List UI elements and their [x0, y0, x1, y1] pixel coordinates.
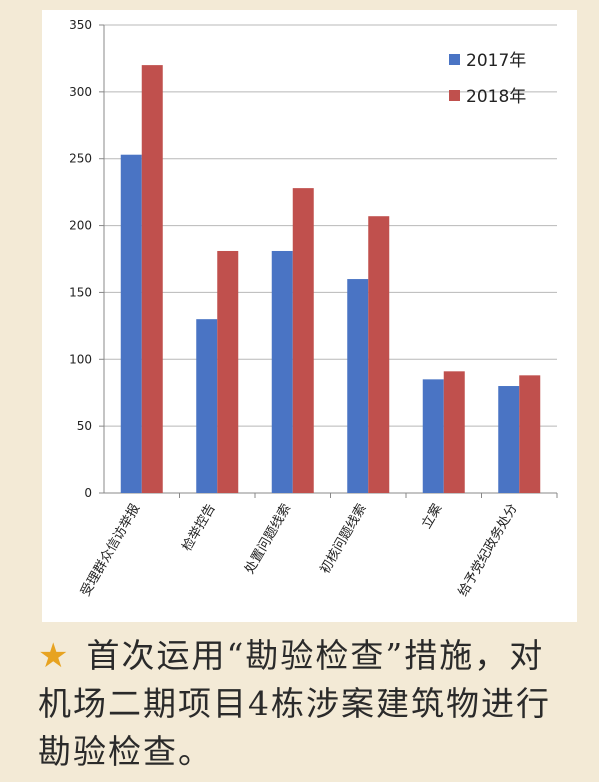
bar-2018 [292, 188, 314, 494]
x-category-label: 处置问题线索 [242, 502, 294, 577]
legend-swatch [449, 90, 460, 101]
bar-2017 [498, 386, 520, 493]
x-category-label: 初核问题线索 [318, 502, 370, 577]
y-tick-label: 350 [69, 18, 92, 32]
legend-swatch [449, 54, 460, 65]
bar-2018 [443, 371, 465, 493]
bar-2017 [347, 279, 369, 493]
bar-2017 [120, 154, 142, 493]
y-tick-label: 300 [69, 85, 92, 99]
bar-2018 [141, 65, 163, 493]
chart-card: 0 50 100 150 200 250 300 350 受理群众信访举报 检举控告 处置问题线索初… [42, 10, 577, 622]
bar-2017 [422, 379, 444, 493]
bar-2018 [519, 375, 541, 493]
legend-label: 2018年 [466, 87, 526, 107]
x-category-label: 给予党纪政务处分 [455, 501, 521, 599]
caption: ★ 首次运用“勘验检查”措施，对机场二期项目4栋涉案建筑物进行勘验检查。 [38, 632, 568, 776]
y-tick-label: 0 [84, 486, 92, 500]
legend-label: 2017年 [466, 51, 526, 71]
y-tick-label: 150 [69, 285, 92, 299]
y-tick-label: 50 [77, 419, 92, 433]
x-category-label: 受理群众信访举报 [78, 502, 143, 600]
y-tick-label: 200 [69, 219, 92, 233]
bar-2017 [196, 319, 218, 493]
bar-chart: 0 50 100 150 200 250 300 350 受理群众信访举报 检举控告 处置问题线索初… [69, 18, 558, 600]
star-icon: ★ [38, 636, 71, 676]
bar-2017 [271, 250, 293, 493]
bar-2018 [217, 250, 239, 493]
x-category-label: 立案 [419, 502, 445, 532]
bar-2018 [368, 216, 390, 493]
y-tick-label: 250 [69, 152, 92, 166]
y-tick-label: 100 [69, 352, 92, 366]
x-category-label: 检举控告 [180, 502, 219, 555]
caption-text: 首次运用“勘验检查”措施，对机场二期项目4栋涉案建筑物进行勘验检查。 [38, 636, 551, 771]
